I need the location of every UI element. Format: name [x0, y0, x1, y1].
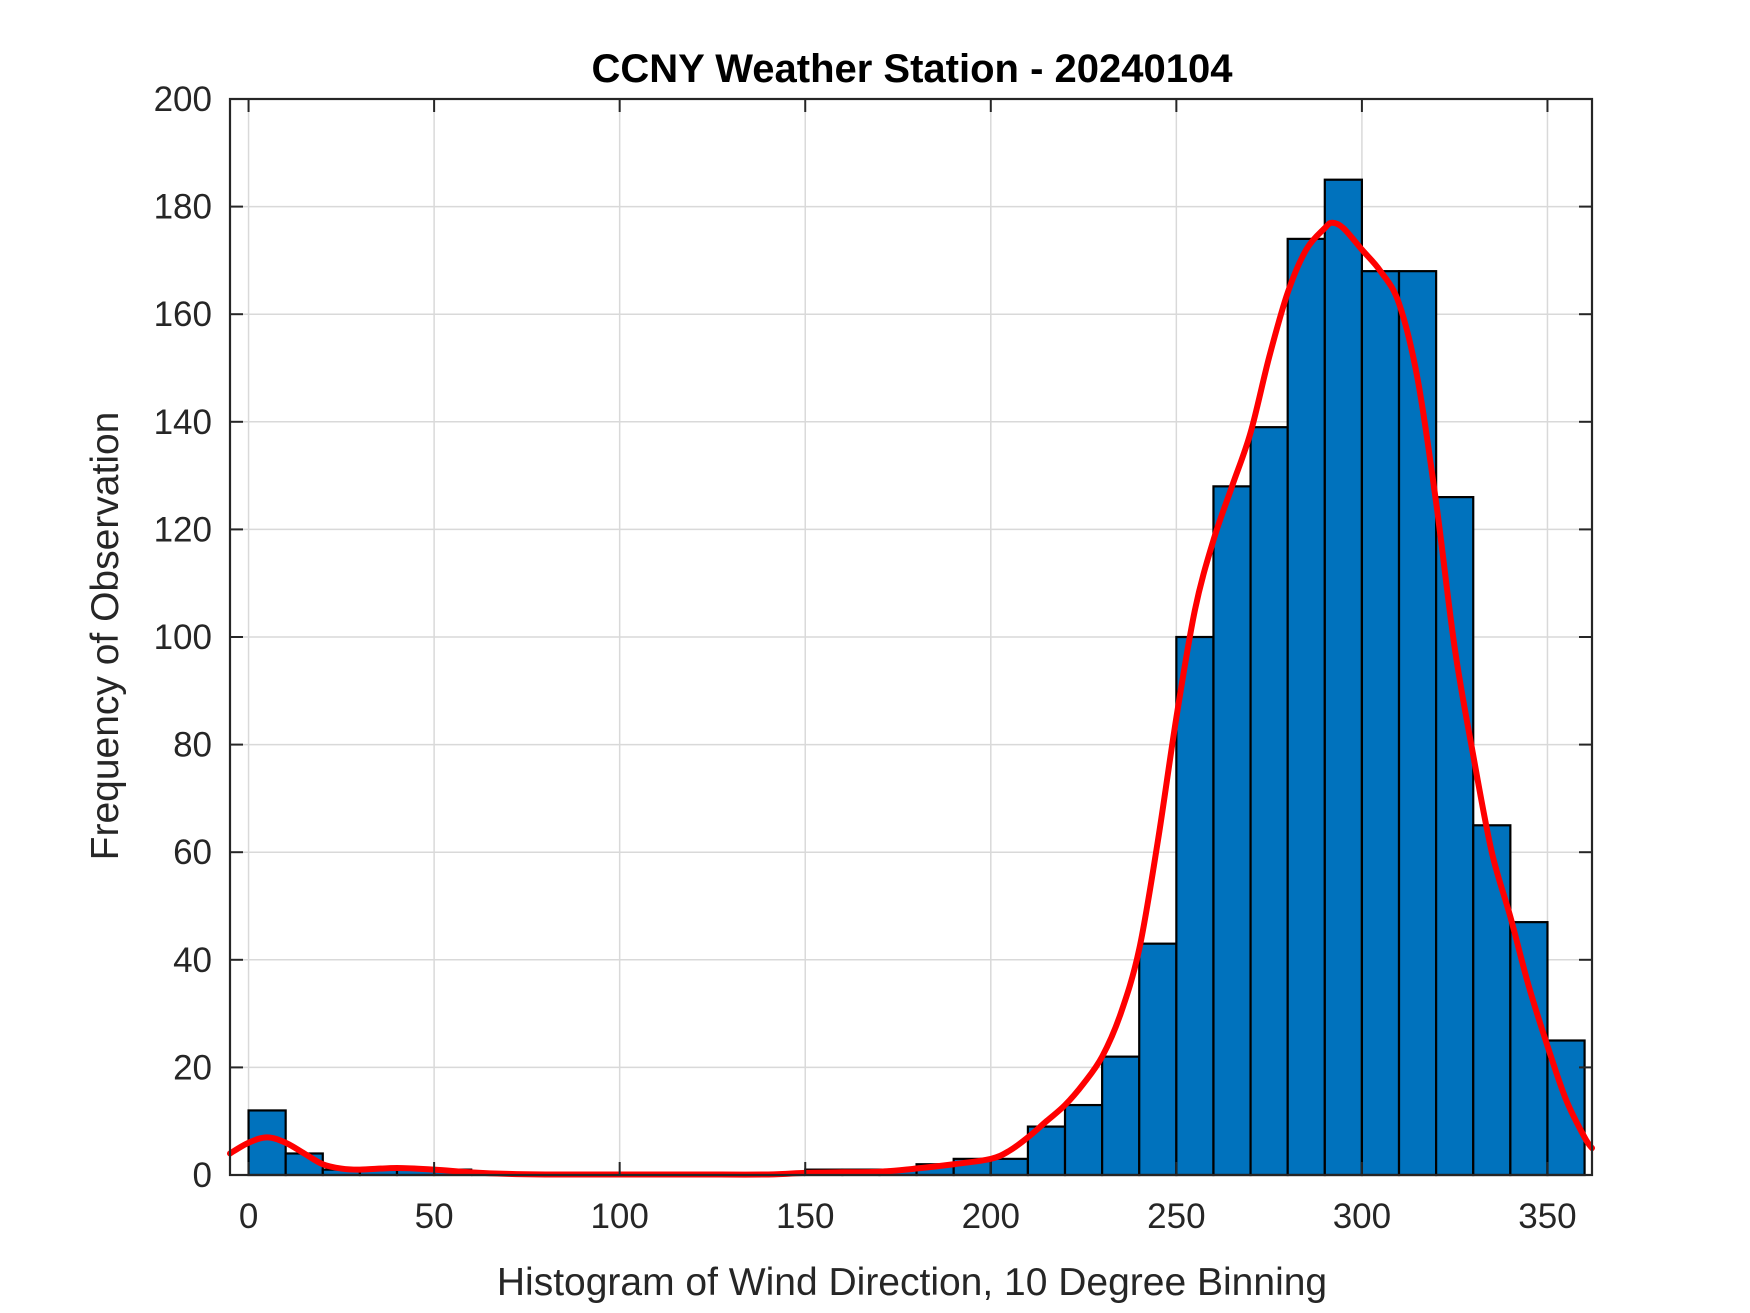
x-tick-label: 200 — [962, 1197, 1020, 1236]
y-axis-label: Frequency of Observation — [84, 412, 127, 861]
x-tick-label: 300 — [1333, 1197, 1391, 1236]
y-tick-label: 20 — [173, 1048, 212, 1087]
fit-curve-line — [227, 219, 1595, 1178]
x-tick-label: 0 — [239, 1197, 258, 1236]
histogram-bar — [1323, 178, 1364, 1177]
y-tick-label: 60 — [173, 833, 212, 872]
histogram-bar — [1249, 426, 1289, 1177]
x-tick-label: 250 — [1147, 1197, 1205, 1236]
histogram-bar — [1435, 496, 1475, 1177]
y-tick-label: 80 — [173, 726, 212, 765]
x-tick-label: 150 — [776, 1197, 834, 1236]
x-tick-label: 350 — [1518, 1197, 1576, 1236]
x-axis-label: Histogram of Wind Direction, 10 Degree B… — [497, 1261, 1327, 1304]
axes-layer — [228, 97, 1594, 1177]
histogram-bar — [1138, 942, 1178, 1177]
histogram-bar — [1063, 1103, 1104, 1177]
y-tick-label: 120 — [154, 510, 212, 549]
tick-label-layer: 0 50 100 150 200 250 300 350 0 20 40 60 80 100 120 140 1… — [154, 80, 1577, 1236]
histogram-bar — [1101, 1055, 1141, 1177]
y-tick-label: 140 — [154, 403, 212, 442]
x-tick-label: 100 — [590, 1197, 648, 1236]
x-tick-label: 50 — [415, 1197, 454, 1236]
histogram-bar — [1397, 270, 1438, 1177]
histogram-bar — [1472, 824, 1512, 1177]
y-tick-label: 200 — [154, 80, 212, 119]
histogram-bar — [1212, 485, 1252, 1177]
histogram-bar — [1360, 270, 1401, 1177]
y-tick-label: 40 — [173, 941, 212, 980]
y-tick-label: 100 — [154, 618, 212, 657]
histogram-bar — [1175, 635, 1215, 1177]
histogram-bar — [1509, 921, 1549, 1177]
y-tick-label: 180 — [154, 188, 212, 227]
chart-title: CCNY Weather Station - 20240104 — [592, 47, 1234, 91]
y-tick-label: 0 — [193, 1156, 212, 1195]
bars-layer — [247, 178, 1586, 1177]
y-tick-label: 160 — [154, 295, 212, 334]
histogram-bar — [1286, 237, 1326, 1177]
fit-curve-layer — [227, 219, 1595, 1178]
histogram-bar — [989, 1157, 1030, 1177]
